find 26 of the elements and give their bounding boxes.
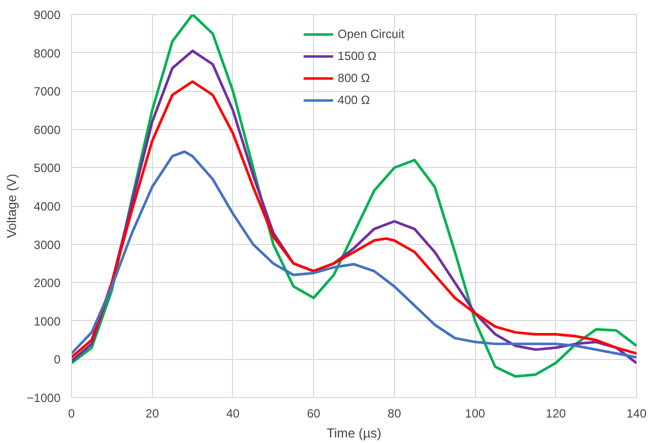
x-tick-label: 0: [68, 406, 76, 420]
legend-label: 1500 Ω: [338, 49, 377, 63]
x-tick-label: 40: [226, 406, 240, 420]
y-tick-label: 6000: [34, 122, 61, 137]
y-tick-label: 8000: [34, 46, 61, 60]
x-tick-label: 60: [306, 406, 321, 420]
x-tick-label: 120: [546, 406, 566, 420]
y-tick-label: 9000: [34, 8, 61, 22]
y-tick-label: 0: [54, 352, 61, 367]
y-tick-label: 3000: [34, 238, 61, 252]
y-tick-label: −1000: [26, 391, 61, 405]
x-tick-label: 140: [626, 406, 647, 420]
x-tick-label: 100: [465, 406, 486, 420]
x-tick-label: 80: [388, 406, 402, 420]
legend-label: 400 Ω: [338, 93, 370, 107]
line-series: [72, 150, 636, 359]
legend-label: Open Circuit: [338, 27, 404, 41]
legend-label: 800 Ω: [338, 71, 370, 85]
x-tick-label: 20: [146, 406, 160, 420]
x-axis-title: Time (µs): [326, 426, 382, 440]
y-axis-title: Voltage (V): [4, 174, 19, 238]
y-tick-label: 2000: [34, 276, 61, 290]
y-tick-label: 4000: [34, 200, 61, 214]
y-tick-label: 5000: [34, 161, 61, 176]
y-tick-label: 7000: [34, 84, 61, 99]
y-tick-label: 1000: [34, 314, 61, 328]
